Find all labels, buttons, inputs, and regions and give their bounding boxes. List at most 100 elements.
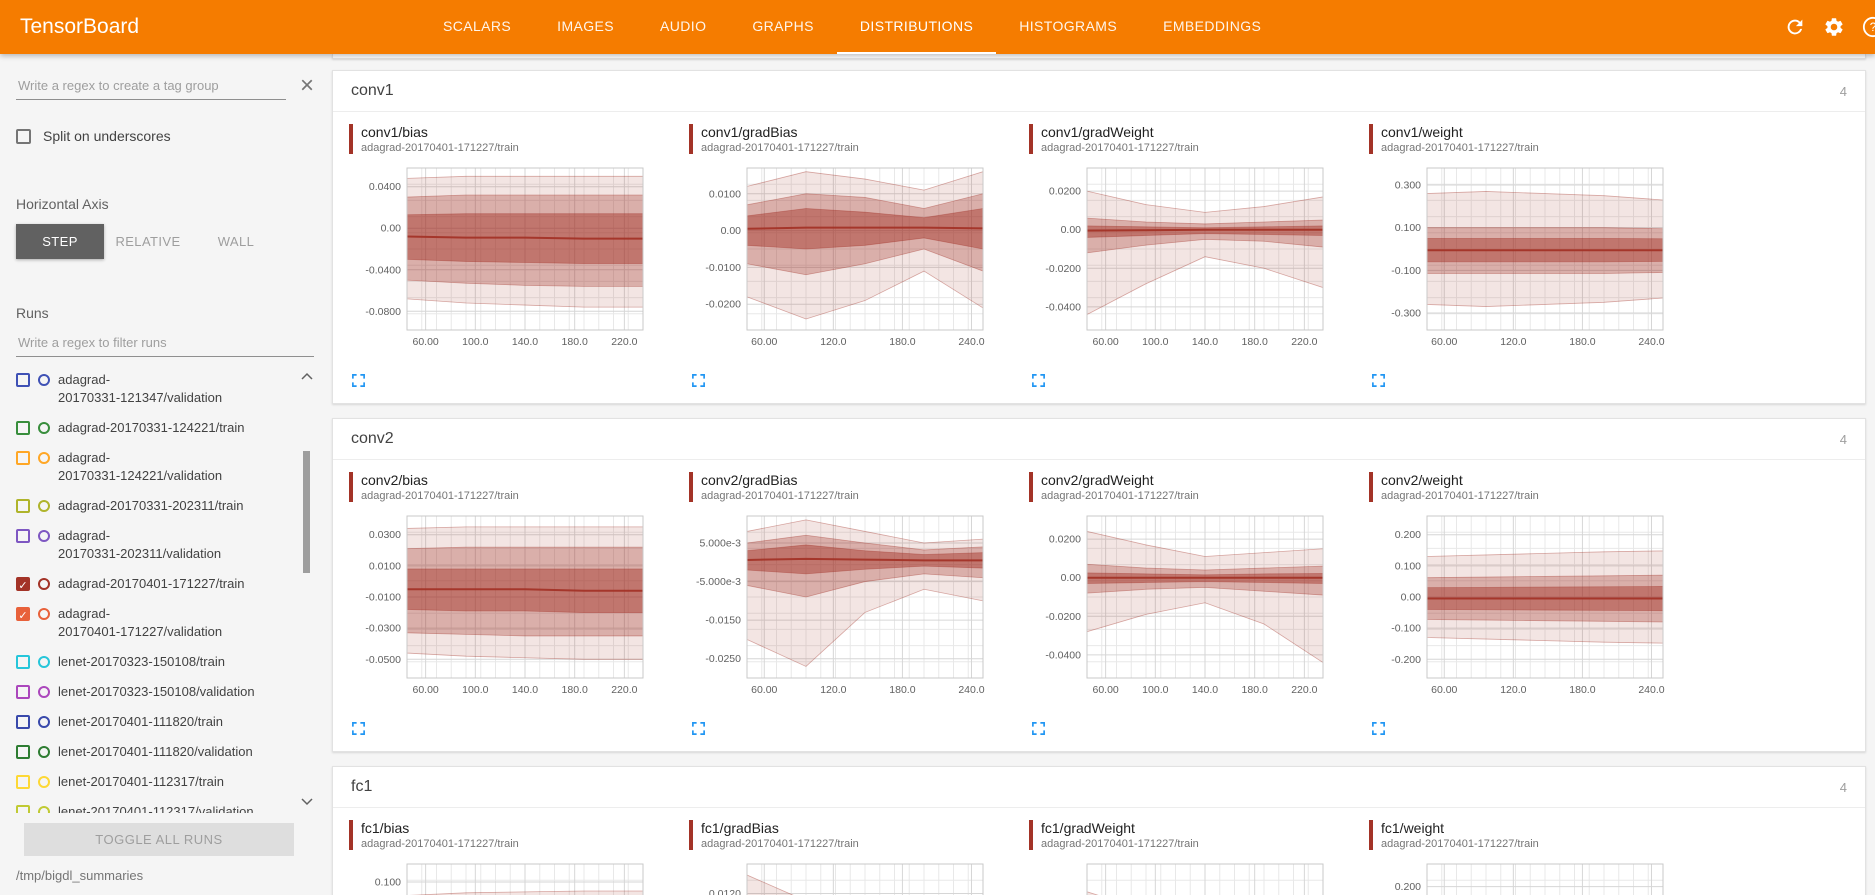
fullscreen-icon[interactable] [351, 721, 366, 741]
run-row[interactable]: adagrad-20170331-124221/train [16, 413, 286, 443]
run-row[interactable]: lenet-20170323-150108/validation [16, 677, 286, 707]
svg-text:-0.0200: -0.0200 [1045, 611, 1081, 623]
tab-embeddings[interactable]: EMBEDDINGS [1163, 18, 1262, 34]
fullscreen-icon[interactable] [1371, 721, 1386, 741]
run-color-circle [38, 656, 50, 668]
category-header-fc1[interactable]: fc1 4 [333, 767, 1865, 808]
tag-group-input[interactable] [16, 72, 286, 100]
fullscreen-icon[interactable] [691, 721, 706, 741]
run-color-circle [38, 578, 50, 590]
run-checkbox[interactable] [16, 685, 30, 699]
refresh-icon[interactable] [1784, 16, 1806, 38]
svg-text:120.0: 120.0 [820, 336, 846, 348]
run-name: adagrad-20170331-202311/train [58, 498, 244, 513]
distribution-plot[interactable]: 60.00100.0140.0180.0220.00.1000.06000.02… [349, 858, 649, 895]
run-row[interactable]: lenet-20170323-150108/train [16, 647, 286, 677]
svg-text:0.200: 0.200 [1395, 529, 1421, 541]
svg-text:-0.100: -0.100 [1391, 623, 1421, 635]
run-checkbox[interactable]: ✓ [16, 577, 30, 592]
svg-text:180.0: 180.0 [1242, 684, 1268, 696]
run-color-circle [38, 686, 50, 698]
svg-text:0.0200: 0.0200 [1049, 186, 1081, 198]
content: conv1 4 conv1/bias adagrad-20170401-171227/… [330, 54, 1875, 895]
tab-scalars[interactable]: SCALARS [443, 18, 512, 34]
axis-button-step[interactable]: STEP [16, 224, 104, 259]
run-checkbox[interactable] [16, 529, 30, 543]
chart-run-label: adagrad-20170401-171227/train [361, 490, 519, 502]
fullscreen-icon[interactable] [691, 373, 706, 393]
run-row[interactable]: ✓ adagrad-20170401-171227/train [16, 569, 286, 599]
run-checkbox[interactable] [16, 775, 30, 789]
tab-histograms[interactable]: HISTOGRAMS [1019, 18, 1118, 34]
settings-icon[interactable] [1823, 16, 1845, 38]
log-dir-path: /tmp/bigdl_summaries [16, 868, 144, 883]
category-count-badge: 4 [1839, 779, 1847, 795]
help-icon[interactable]: ? [1862, 16, 1875, 38]
run-checkbox[interactable]: ✓ [16, 607, 30, 622]
scrollbar-thumb[interactable] [303, 451, 310, 573]
svg-text:180.0: 180.0 [889, 336, 915, 348]
fullscreen-icon[interactable] [1031, 721, 1046, 741]
svg-text:0.0300: 0.0300 [369, 529, 401, 541]
svg-text:140.0: 140.0 [512, 336, 538, 348]
chevron-up-icon[interactable] [301, 367, 313, 385]
run-checkbox[interactable] [16, 715, 30, 729]
run-checkbox[interactable] [16, 421, 30, 435]
run-row[interactable]: adagrad- 20170331-124221/validation [16, 443, 286, 491]
tab-audio[interactable]: AUDIO [660, 18, 707, 34]
run-checkbox[interactable] [16, 451, 30, 465]
axis-button-wall[interactable]: WALL [192, 224, 280, 259]
run-filter-input[interactable] [16, 329, 314, 357]
svg-text:60.00: 60.00 [1092, 336, 1118, 348]
distribution-plot[interactable]: 60.00 120.0 180.0 240.0 0.200 0.100 0.00 -0.100… [1369, 510, 1669, 706]
chevron-down-icon[interactable] [301, 793, 313, 811]
run-row[interactable]: adagrad- 20170331-121347/validation [16, 365, 286, 413]
runs-label: Runs [16, 305, 49, 321]
run-checkbox[interactable] [16, 745, 30, 759]
distribution-plot[interactable]: 60.00 120.0 180.0 240.0 0.300 0.100 -0.100 -0.3… [1369, 162, 1669, 358]
run-checkbox[interactable] [16, 805, 30, 813]
fullscreen-icon[interactable] [1371, 373, 1386, 393]
run-row[interactable]: lenet-20170401-111820/train [16, 707, 286, 737]
run-row[interactable]: lenet-20170401-112317/train [16, 767, 286, 797]
axis-button-relative[interactable]: RELATIVE [104, 224, 192, 259]
svg-text:0.100: 0.100 [1395, 560, 1421, 572]
run-color-circle [38, 452, 50, 464]
fullscreen-icon[interactable] [351, 373, 366, 393]
run-row[interactable]: lenet-20170401-111820/validation [16, 737, 286, 767]
chart-title-block: conv2/gradBias adagrad-20170401-171227/tr… [689, 472, 989, 502]
fullscreen-icon[interactable] [1031, 373, 1046, 393]
category-header-conv1[interactable]: conv1 4 [333, 71, 1865, 112]
run-list-scrollbar[interactable] [298, 365, 314, 813]
chart-title-block: conv2/bias adagrad-20170401-171227/train [349, 472, 649, 502]
run-checkbox[interactable] [16, 373, 30, 387]
distribution-plot[interactable]: 60.00100.0140.0180.0220.00.04000.00-0.04… [1029, 858, 1329, 895]
tab-distributions[interactable]: DISTRIBUTIONS [836, 0, 997, 54]
distribution-plot[interactable]: 60.00 100.0 140.0 180.0 220.0 0.0300 0.0100 -0.… [349, 510, 649, 706]
svg-text:180.0: 180.0 [889, 684, 915, 696]
tab-graphs[interactable]: GRAPHS [752, 18, 814, 34]
toggle-all-runs-button[interactable]: TOGGLE ALL RUNS [24, 823, 294, 856]
run-row[interactable]: adagrad-20170331-202311/train [16, 491, 286, 521]
run-checkbox[interactable] [16, 499, 30, 513]
chart-run-label: adagrad-20170401-171227/train [361, 142, 519, 154]
close-icon[interactable]: × [299, 72, 314, 99]
distribution-plot[interactable]: 60.00 120.0 180.0 240.0 5.000e-3 -5.000e-3 -0.… [689, 510, 989, 706]
run-row[interactable]: ✓ adagrad- 20170401-171227/validation [16, 599, 286, 647]
run-name: adagrad-20170401-171227/train [58, 576, 245, 591]
distribution-plot[interactable]: 60.00 100.0 140.0 180.0 220.0 0.0200 0.00 -0.02… [1029, 510, 1329, 706]
run-checkbox[interactable] [16, 655, 30, 669]
run-row[interactable]: lenet-20170401-112317/validation [16, 797, 286, 813]
chart-fc1-weight: fc1/weight adagrad-20170401-171227/train 6… [1369, 820, 1669, 895]
distribution-plot[interactable]: 60.00 120.0 180.0 240.0 0.0100 0.00 -0.0100 -0.… [689, 162, 989, 358]
svg-text:5.000e-3: 5.000e-3 [700, 538, 742, 550]
category-header-conv2[interactable]: conv2 4 [333, 419, 1865, 460]
split-underscores-checkbox[interactable]: Split on underscores [16, 128, 314, 144]
svg-text:60.00: 60.00 [751, 336, 777, 348]
run-row[interactable]: adagrad- 20170331-202311/validation [16, 521, 286, 569]
distribution-plot[interactable]: 60.00 100.0 140.0 180.0 220.0 0.0200 0.00 -0.02… [1029, 162, 1329, 358]
tab-images[interactable]: IMAGES [557, 18, 615, 34]
